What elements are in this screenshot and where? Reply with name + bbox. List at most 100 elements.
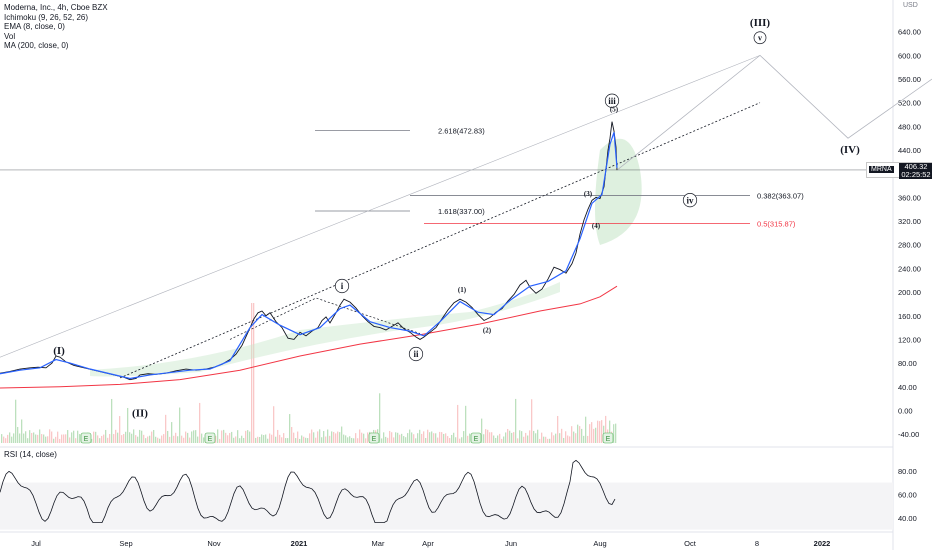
volume-bar — [179, 407, 181, 443]
y-tick-label: 480.00 — [898, 122, 921, 131]
volume-bar — [549, 438, 551, 443]
projection-path — [616, 54, 932, 171]
volume-bar — [127, 407, 129, 443]
volume-bar — [41, 434, 43, 443]
price-tag-countdown: 02:25:52 — [901, 170, 931, 179]
legend-ema[interactable]: EMA (8, close, 0) — [4, 22, 65, 32]
volume-bar — [77, 430, 79, 443]
volume-bar — [551, 432, 553, 443]
volume-bar — [557, 415, 559, 443]
price-tag-price: 406.32 — [904, 162, 928, 171]
volume-bar — [425, 438, 427, 443]
volume-bar — [11, 436, 13, 443]
earnings-marker-label: E — [474, 436, 479, 443]
volume-bar — [513, 432, 515, 443]
legend-ichimoku[interactable]: Ichimoku (9, 26, 52, 26) — [4, 12, 89, 22]
earnings-marker-label: E — [372, 436, 377, 443]
volume-bar — [53, 438, 55, 443]
volume-bar — [515, 398, 517, 443]
volume-bar — [37, 434, 39, 443]
volume-bar — [97, 435, 99, 443]
volume-bar — [17, 426, 19, 443]
volume-bar — [151, 431, 153, 443]
volume-bar — [391, 432, 393, 443]
volume-bar — [105, 429, 107, 443]
volume-bar — [527, 435, 529, 443]
volume-bar — [261, 434, 263, 443]
legend-vol[interactable]: Vol — [4, 31, 16, 41]
volume-bar — [99, 438, 101, 443]
volume-bar — [275, 436, 277, 443]
volume-bar — [435, 433, 437, 443]
volume-bar — [271, 434, 273, 443]
volume-bar — [457, 404, 459, 443]
legend-title: Moderna, Inc., 4h, Cboe BZX — [4, 3, 108, 12]
volume-bar — [483, 434, 485, 443]
volume-bar — [123, 433, 125, 443]
volume-bar — [197, 436, 199, 443]
volume-bar — [9, 432, 11, 443]
volume-bar — [311, 429, 313, 443]
y-tick-label: 560.00 — [898, 75, 921, 84]
volume-bar — [279, 434, 281, 443]
volume-bar — [405, 437, 407, 443]
y-tick-label: 600.00 — [898, 51, 921, 60]
volume-bar — [357, 438, 359, 443]
volume-bar — [225, 432, 227, 443]
volume-bar — [125, 431, 127, 443]
volume-bar — [535, 433, 537, 443]
volume-bar — [171, 422, 173, 443]
volume-bar — [183, 437, 185, 443]
volume-bar — [595, 427, 597, 443]
volume-bar — [433, 433, 435, 443]
volume-bar — [249, 431, 251, 443]
rsi-line — [0, 459, 616, 523]
volume-bar — [79, 434, 81, 443]
volume-bar — [201, 433, 203, 443]
legend-ma200[interactable]: MA (200, close, 0) — [4, 41, 69, 51]
volume-bar — [529, 430, 531, 443]
volume-bar — [559, 433, 561, 443]
volume-bar — [363, 433, 365, 443]
volume-bar — [305, 437, 307, 443]
volume-bar — [143, 434, 145, 443]
volume-bar — [571, 426, 573, 443]
volume-bar — [93, 431, 95, 443]
volume-bar — [411, 432, 413, 443]
volume-bar — [101, 435, 103, 443]
volume-bar — [393, 437, 395, 443]
volume-bar — [323, 431, 325, 443]
volume-bar — [285, 438, 287, 443]
volume-bar — [27, 438, 29, 443]
volume-bar — [25, 431, 27, 443]
volume-bar — [45, 436, 47, 443]
volume-bar — [145, 438, 147, 443]
volume-bar — [335, 433, 337, 443]
rsi-legend[interactable]: RSI (14, close) — [4, 450, 57, 459]
wave-label: (4) — [592, 222, 601, 230]
volume-bar — [445, 433, 447, 443]
volume-bar — [245, 430, 247, 443]
volume-bar — [417, 433, 419, 443]
volume-bar — [327, 429, 329, 443]
volume-bar — [231, 431, 233, 443]
fib-level-label: 0.5(315.87) — [757, 220, 796, 229]
volume-bar — [609, 420, 611, 443]
volume-bar — [23, 433, 25, 443]
volume-bar — [135, 435, 137, 443]
volume-bar — [309, 433, 311, 443]
volume-bar — [103, 434, 105, 443]
volume-bar — [253, 303, 255, 443]
volume-bar — [403, 436, 405, 443]
volume-bar — [291, 426, 293, 443]
volume-bar — [91, 438, 93, 443]
volume-bar — [133, 429, 135, 443]
volume-bar — [159, 438, 161, 443]
volume-bar — [301, 435, 303, 443]
volume-bar — [491, 432, 493, 443]
volume-bar — [233, 437, 235, 443]
earnings-marker-label: E — [84, 436, 89, 443]
wave-label-circle — [604, 93, 620, 108]
volume-bar — [413, 434, 415, 443]
